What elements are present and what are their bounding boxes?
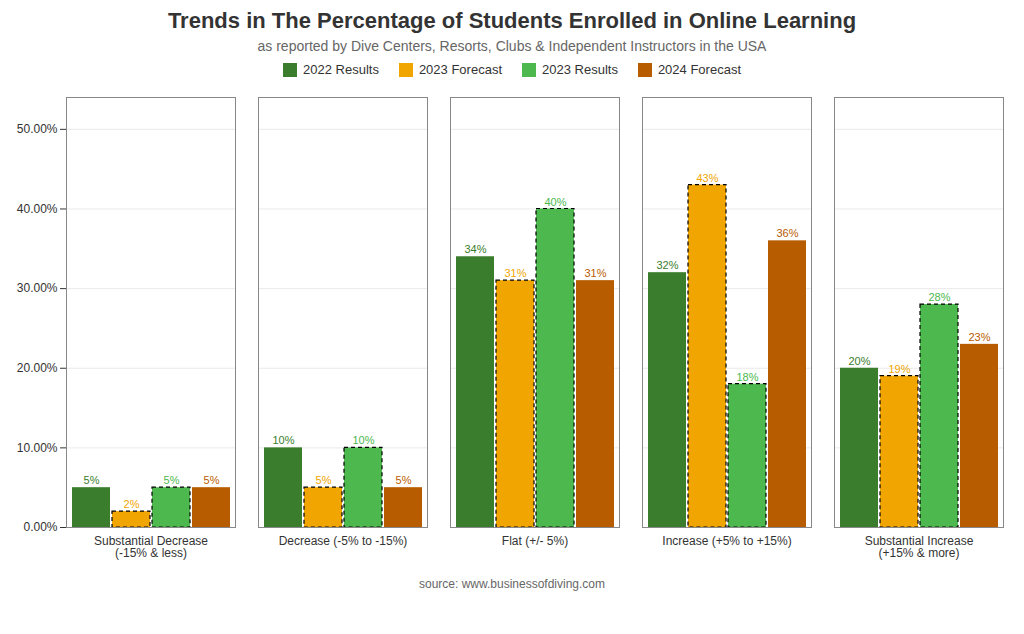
html-text:as reported by Dive Centers, R: as reported by Dive Centers, Resorts, Cl… (257, 38, 767, 54)
svg-text:30.00%: 30.00% (17, 281, 58, 295)
html-text:Trends in The Percentage of St: Trends in The Percentage of Students Enr… (167, 8, 857, 33)
svg-text:18%: 18% (736, 371, 758, 383)
svg-text:43%: 43% (696, 172, 718, 184)
svg-text:5%: 5% (396, 474, 412, 486)
html-text:2023 Forecast: 2023 Forecast (418, 62, 502, 77)
svg-text:5%: 5% (204, 474, 220, 486)
svg-text:Increase (+5% to +15%): Increase (+5% to +15%) (662, 534, 791, 548)
html-text:2024 Forecast: 2024 Forecast (657, 62, 741, 77)
svg-text:50.00%: 50.00% (17, 122, 58, 136)
svg-text:31%: 31% (504, 267, 526, 279)
svg-text:10.00%: 10.00% (17, 441, 58, 455)
svg-text:32%: 32% (656, 259, 678, 271)
svg-text:40%: 40% (544, 196, 566, 208)
svg-text:Substantial Decrease(-15% & le: Substantial Decrease(-15% & less) (94, 534, 208, 560)
svg-text:5%: 5% (84, 474, 100, 486)
svg-text:10%: 10% (352, 434, 374, 446)
html-text:2023 Results: 2023 Results (542, 62, 618, 77)
svg-text:Decrease (-5% to -15%): Decrease (-5% to -15%) (279, 534, 408, 548)
svg-text:28%: 28% (928, 291, 950, 303)
svg-text:2%: 2% (124, 498, 140, 510)
svg-text:19%: 19% (888, 363, 910, 375)
svg-text:10%: 10% (272, 434, 294, 446)
svg-text:Flat (+/- 5%): Flat (+/- 5%) (502, 534, 568, 548)
svg-text:5%: 5% (164, 474, 180, 486)
svg-text:23%: 23% (968, 331, 990, 343)
svg-text:36%: 36% (776, 227, 798, 239)
svg-text:40.00%: 40.00% (17, 202, 58, 216)
svg-text:5%: 5% (316, 474, 332, 486)
svg-text:34%: 34% (464, 243, 486, 255)
svg-text:20%: 20% (848, 355, 870, 367)
svg-text:Substantial Increase(+15% & mo: Substantial Increase(+15% & more) (865, 534, 974, 560)
svg-text:31%: 31% (584, 267, 606, 279)
html-text:2022 Results: 2022 Results (303, 62, 379, 77)
html-text:source: www.businessofdiving.c: source: www.businessofdiving.com (419, 577, 605, 591)
svg-text:20.00%: 20.00% (17, 361, 58, 375)
svg-text:0.00%: 0.00% (23, 520, 57, 534)
